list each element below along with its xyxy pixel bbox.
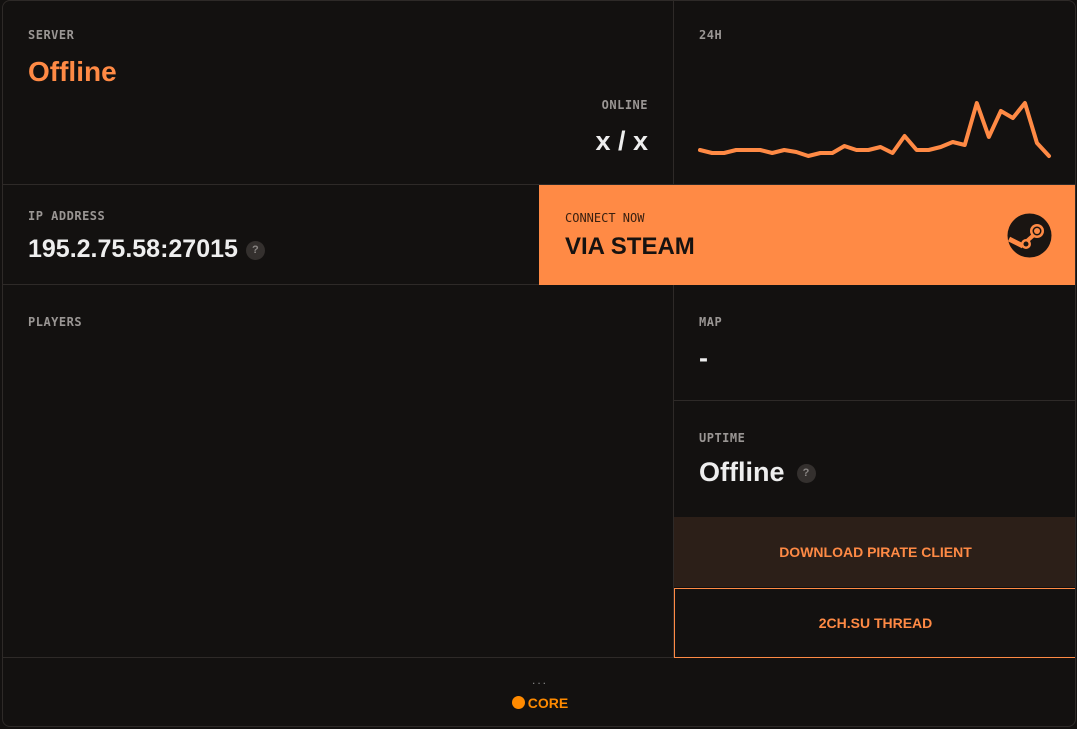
map-label: MAP xyxy=(699,315,723,329)
map-value: - xyxy=(699,343,708,373)
players-panel: PLAYERS xyxy=(3,285,674,658)
online-label: ONLINE xyxy=(601,98,648,112)
history-sparkline xyxy=(698,101,1051,158)
map-panel: MAP - xyxy=(674,285,1075,401)
server-panel: SERVER Offline ONLINE x / x xyxy=(3,1,674,185)
history-label: 24H xyxy=(699,28,723,42)
uptime-help-icon[interactable]: ? xyxy=(796,464,816,484)
uptime-value: Offline xyxy=(699,457,785,487)
history-panel: 24H xyxy=(674,1,1075,185)
core-logo-icon xyxy=(511,696,525,709)
download-client-button[interactable]: DOWNLOAD PIRATE CLIENT xyxy=(674,517,1075,587)
server-label: SERVER xyxy=(28,28,75,42)
sparkline-line xyxy=(698,101,1051,158)
players-label: PLAYERS xyxy=(28,315,83,329)
server-status: Offline xyxy=(28,56,117,87)
ip-address[interactable]: 195.2.75.58:27015 xyxy=(28,235,238,263)
thread-link-button[interactable]: 2CH.SU THREAD xyxy=(674,588,1075,658)
connect-steam-button[interactable]: CONNECT NOW VIA STEAM xyxy=(539,185,1075,285)
footer-dots: ... xyxy=(531,673,548,687)
ip-panel: IP ADDRESS 195.2.75.58:27015? xyxy=(3,185,539,285)
steam-icon xyxy=(1007,213,1052,258)
ip-label: IP ADDRESS xyxy=(28,209,106,223)
connect-label: CONNECT NOW xyxy=(565,211,645,225)
online-count: x / x xyxy=(595,126,648,156)
core-brand: CORE xyxy=(527,695,569,711)
core-logo[interactable]: CORE xyxy=(3,695,1075,711)
ip-help-icon[interactable]: ? xyxy=(245,240,265,260)
uptime-label: UPTIME xyxy=(699,431,746,445)
connect-value: VIA STEAM xyxy=(565,233,695,260)
uptime-panel: UPTIME Offline? xyxy=(674,401,1075,517)
